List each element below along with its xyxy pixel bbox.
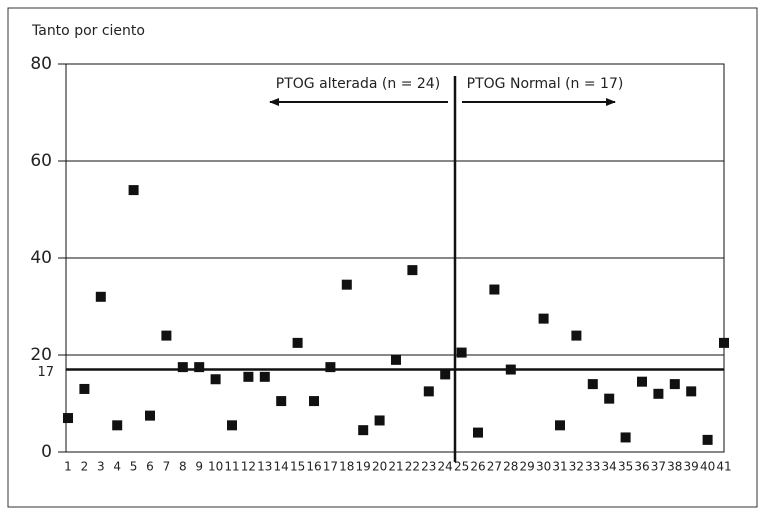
point — [177, 362, 188, 373]
point — [79, 383, 90, 394]
point — [194, 362, 205, 373]
point — [292, 337, 303, 348]
point — [63, 413, 73, 424]
point — [374, 415, 385, 426]
x-tick-label: 41 — [716, 460, 731, 474]
point — [571, 330, 582, 341]
x-tick-label: 13 — [257, 460, 272, 474]
x-tick-label: 17 — [323, 460, 338, 474]
y-tick-label: 0 — [41, 442, 52, 462]
x-tick-label: 29 — [520, 460, 535, 474]
point — [407, 265, 418, 276]
x-tick-label: 9 — [195, 460, 203, 474]
point — [555, 420, 565, 431]
point — [309, 396, 319, 407]
x-tick-label: 27 — [487, 460, 502, 474]
point — [489, 284, 500, 295]
point — [259, 371, 270, 382]
point — [341, 279, 352, 290]
point — [505, 364, 516, 375]
x-tick-label: 38 — [667, 460, 682, 474]
x-tick-label: 16 — [306, 460, 321, 474]
x-tick-label: 39 — [684, 460, 699, 474]
point — [423, 386, 434, 397]
x-tick-label: 4 — [113, 460, 121, 474]
point — [653, 388, 664, 399]
x-tick-label: 26 — [470, 460, 485, 474]
point — [128, 185, 139, 196]
point — [620, 432, 631, 443]
x-tick-label: 31 — [552, 460, 567, 474]
point — [358, 425, 369, 436]
x-tick-label: 15 — [290, 460, 305, 474]
x-tick-label: 21 — [388, 460, 403, 474]
point — [243, 371, 254, 382]
point — [669, 379, 680, 390]
x-tick-label: 7 — [163, 460, 171, 474]
x-tick-label: 1 — [64, 460, 72, 474]
y-tick-label: 20 — [30, 345, 52, 365]
x-tick-label: 33 — [585, 460, 600, 474]
point — [702, 434, 713, 445]
x-tick-label: 37 — [651, 460, 666, 474]
point — [456, 347, 467, 358]
point — [276, 396, 287, 407]
y-axis-label: Tanto por ciento — [31, 23, 145, 39]
x-tick-label: 8 — [179, 460, 187, 474]
x-tick-label: 11 — [224, 460, 239, 474]
x-tick-label: 32 — [569, 460, 584, 474]
y-tick-label: 80 — [30, 54, 52, 74]
x-tick-label: 18 — [339, 460, 354, 474]
x-tick-label: 34 — [602, 460, 617, 474]
x-tick-label: 20 — [372, 460, 387, 474]
point — [473, 427, 483, 438]
point — [210, 374, 221, 385]
point — [719, 337, 729, 348]
reference-label: 17 — [37, 365, 54, 380]
x-tick-label: 3 — [97, 460, 105, 474]
x-tick-label: 40 — [700, 460, 715, 474]
x-tick-label: 24 — [438, 460, 453, 474]
x-tick-label: 2 — [81, 460, 89, 474]
annotation: PTOG alterada (n = 24) — [276, 76, 440, 92]
point — [227, 420, 237, 431]
x-tick-label: 14 — [274, 460, 289, 474]
x-tick-label: 12 — [241, 460, 256, 474]
point — [686, 386, 697, 397]
x-tick-label: 5 — [130, 460, 138, 474]
point — [145, 410, 155, 421]
point — [391, 354, 401, 365]
point — [604, 393, 615, 404]
x-tick-label: 10 — [208, 460, 223, 474]
y-tick-label: 40 — [30, 248, 52, 268]
x-tick-label: 36 — [634, 460, 649, 474]
point — [637, 376, 647, 387]
x-tick-label: 25 — [454, 460, 469, 474]
point — [538, 313, 549, 324]
y-tick-label: 60 — [30, 151, 52, 171]
annotation: PTOG Normal (n = 17) — [467, 76, 624, 92]
point — [440, 369, 451, 380]
point — [325, 362, 336, 373]
point — [95, 291, 106, 302]
x-tick-label: 35 — [618, 460, 633, 474]
x-tick-label: 6 — [146, 460, 154, 474]
point — [587, 379, 598, 390]
x-tick-label: 22 — [405, 460, 420, 474]
x-tick-label: 19 — [356, 460, 371, 474]
point — [112, 420, 123, 431]
x-tick-label: 23 — [421, 460, 436, 474]
x-tick-label: 28 — [503, 460, 518, 474]
point — [161, 330, 172, 341]
x-tick-label: 30 — [536, 460, 551, 474]
frame — [7, 7, 758, 508]
